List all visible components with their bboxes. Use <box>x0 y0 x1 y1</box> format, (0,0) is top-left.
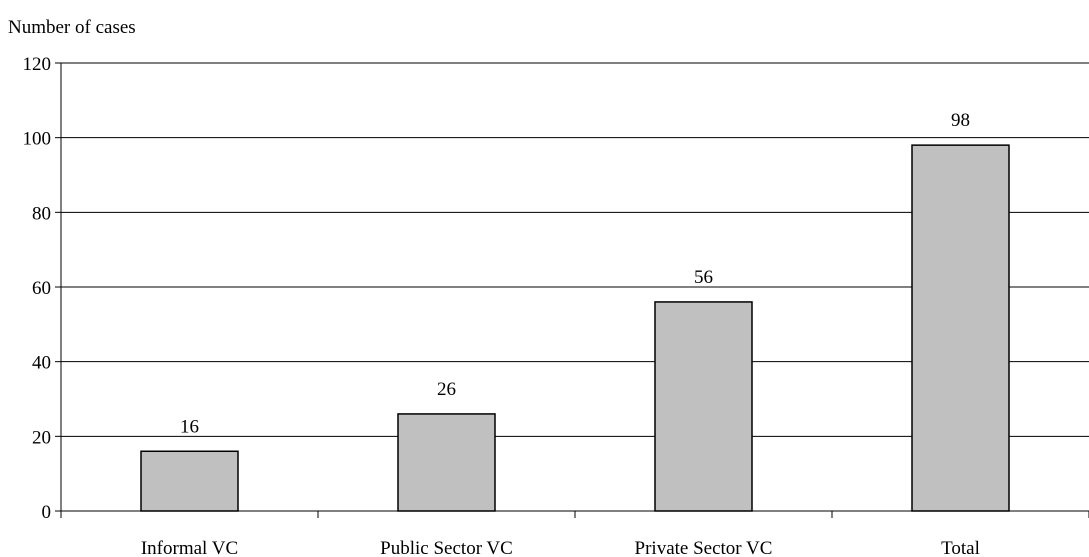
bars <box>140 144 1010 512</box>
y-tick-label: 80 <box>32 203 51 224</box>
y-axis-ticks: 0 20 40 60 80 100 120 <box>23 54 61 523</box>
x-tick-label: Private Sector VC <box>635 538 773 557</box>
y-tick-label: 120 <box>23 54 52 75</box>
bar <box>654 301 753 512</box>
data-label: 16 <box>180 416 199 437</box>
data-label: 26 <box>437 379 456 400</box>
y-tick-label: 40 <box>32 353 51 374</box>
y-tick-label: 60 <box>32 278 51 299</box>
bar <box>140 450 239 512</box>
y-tick-label: 0 <box>42 502 52 523</box>
data-label: 56 <box>694 267 713 288</box>
bar <box>397 413 496 512</box>
x-tick-label: Informal VC <box>141 538 238 557</box>
y-axis-label: Number of cases <box>8 17 136 38</box>
data-labels: 16 26 56 98 <box>180 110 970 437</box>
data-label: 98 <box>951 110 970 131</box>
y-tick-label: 100 <box>23 129 52 150</box>
bar <box>911 144 1010 512</box>
x-tick-label: Public Sector VC <box>380 538 513 557</box>
y-tick-label: 20 <box>32 427 51 448</box>
x-axis: Informal VC Public Sector VC Private Secto… <box>60 63 1089 557</box>
x-tick-label: Total <box>941 538 980 557</box>
